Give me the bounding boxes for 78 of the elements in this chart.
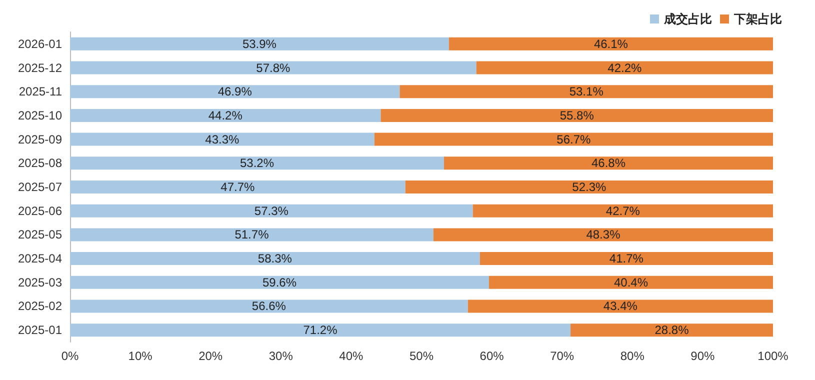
legend-label: 成交占比: [663, 12, 712, 26]
x-tick-label: 0%: [61, 349, 79, 363]
bar: [70, 300, 468, 313]
y-tick-label: 2025-06: [18, 204, 62, 218]
bar: [570, 324, 773, 337]
x-tick-label: 20%: [198, 349, 223, 363]
bar: [405, 180, 773, 194]
data-label: 46.9%: [218, 84, 252, 99]
y-tick-label: 2025-12: [18, 60, 62, 75]
y-tick-label: 2025-10: [18, 108, 62, 122]
x-tick-label: 70%: [550, 349, 574, 363]
data-label: 47.7%: [220, 180, 256, 194]
data-label: 71.2%: [303, 323, 338, 338]
x-tick-label: 80%: [620, 349, 645, 363]
bar: [70, 108, 381, 122]
bar: [433, 228, 773, 242]
x-tick-label: 60%: [480, 349, 504, 363]
data-label: 46.1%: [594, 36, 628, 51]
bar: [472, 204, 773, 218]
bar: [70, 204, 473, 218]
data-label: 57.3%: [254, 204, 289, 218]
y-tick-label: 2026-01: [18, 36, 62, 51]
data-label: 42.7%: [606, 204, 640, 218]
y-tick-label: 2025-03: [18, 275, 62, 290]
data-label: 42.2%: [608, 60, 642, 75]
y-tick-label: 2025-04: [18, 252, 62, 266]
bar: [70, 37, 449, 50]
bar: [70, 156, 444, 170]
bar: [480, 252, 773, 266]
data-label: 59.6%: [262, 275, 297, 290]
bar: [400, 85, 773, 98]
data-label: 53.1%: [569, 84, 604, 99]
data-label: 43.3%: [205, 132, 240, 146]
bar: [448, 37, 773, 50]
bar: [380, 108, 773, 122]
bar: [476, 61, 773, 74]
x-tick-label: 100%: [758, 349, 789, 363]
y-tick-label: 2025-08: [18, 156, 62, 170]
y-tick-label: 2025-07: [18, 180, 62, 194]
y-tick-label: 2025-02: [18, 299, 62, 314]
bar: [70, 85, 400, 98]
data-label: 53.9%: [242, 36, 277, 51]
data-label: 43.4%: [603, 299, 638, 314]
bar: [70, 61, 476, 74]
data-label: 56.7%: [556, 132, 592, 146]
data-label: 46.8%: [591, 156, 626, 170]
data-label: 40.4%: [614, 275, 648, 290]
data-label: 55.8%: [560, 108, 594, 122]
bar: [468, 300, 773, 313]
data-label: 52.3%: [572, 180, 607, 194]
data-label: 53.2%: [240, 156, 274, 170]
y-tick-label: 2025-05: [18, 228, 62, 242]
bar: [70, 132, 374, 146]
data-label: 57.8%: [256, 60, 291, 75]
data-label: 44.2%: [208, 108, 243, 122]
x-tick-label: 10%: [128, 349, 153, 363]
data-label: 56.6%: [252, 299, 286, 314]
bar: [70, 252, 480, 266]
bar: [488, 276, 773, 289]
data-label: 58.3%: [258, 252, 292, 266]
bar: [70, 324, 571, 337]
bar: [374, 132, 773, 146]
bar: [70, 228, 434, 242]
x-tick-label: 90%: [690, 349, 716, 363]
y-tick-label: 2025-09: [18, 132, 62, 146]
y-tick-label: 2025-11: [18, 84, 62, 99]
data-label: 41.7%: [609, 252, 644, 266]
x-tick-label: 40%: [339, 349, 364, 363]
bar: [70, 276, 489, 289]
bar: [70, 180, 406, 194]
data-label: 51.7%: [234, 228, 270, 242]
data-label: 28.8%: [654, 323, 690, 338]
data-label: 48.3%: [586, 228, 621, 242]
x-tick-label: 50%: [409, 349, 434, 363]
bar: [444, 156, 773, 170]
y-tick-label: 2025-01: [18, 323, 62, 338]
legend-label: 下架占比: [733, 12, 782, 26]
x-tick-label: 30%: [268, 349, 294, 363]
